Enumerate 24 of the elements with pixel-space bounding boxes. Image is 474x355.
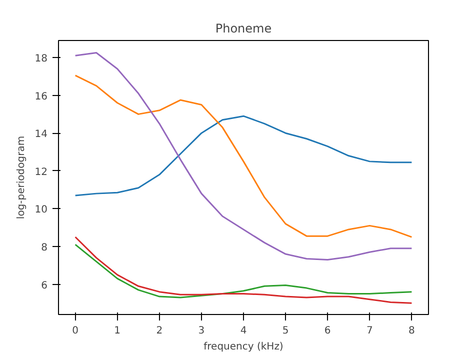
y-tick-label: 14	[34, 129, 48, 140]
y-tick-label: 18	[34, 54, 48, 65]
x-axis-title: frequency (kHz)	[204, 342, 284, 352]
y-tick-label: 12	[34, 166, 48, 178]
y-tick-label: 10	[34, 204, 48, 216]
x-tick-label: 4	[240, 326, 247, 336]
line-series	[74, 52, 412, 260]
x-tick-label: 8	[408, 326, 415, 336]
y-tick-label: 8	[41, 242, 48, 254]
x-tick-label: 7	[366, 326, 373, 336]
y-axis-title: log-periodogram	[16, 136, 27, 220]
line-series	[74, 115, 412, 196]
x-tick-label: 6	[324, 326, 331, 336]
line-series	[74, 236, 412, 304]
y-tick-label: 16	[34, 91, 48, 102]
x-tick-label: 2	[156, 326, 163, 336]
x-tick-label: 0	[72, 326, 79, 336]
x-tick-label: 1	[114, 326, 121, 336]
line-series	[74, 74, 412, 238]
chart-title: Phoneme	[215, 22, 272, 36]
line-series	[74, 244, 412, 298]
x-tick-label: 3	[198, 326, 205, 336]
x-tick-label: 5	[282, 326, 289, 336]
y-tick-label: 6	[41, 280, 48, 292]
